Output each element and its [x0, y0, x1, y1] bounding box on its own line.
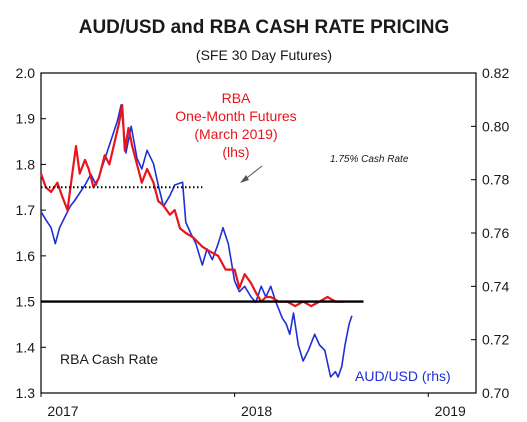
- y-right-tick-label: 0.78: [482, 172, 509, 188]
- rba-label-line-4: (lhs): [222, 144, 249, 160]
- y-left-tick-label: 1.4: [16, 339, 36, 355]
- y-left-tick-label: 2.0: [16, 65, 36, 81]
- y-right-tick-label: 0.72: [482, 332, 509, 348]
- aud-usd-line: [40, 104, 353, 378]
- rba-futures-label: RBA One-Month Futures (March 2019) (lhs): [175, 90, 296, 160]
- y-right-tick-label: 0.76: [482, 225, 509, 241]
- rba-futures-line: [39, 103, 344, 308]
- y-left-tick-label: 1.7: [16, 202, 36, 218]
- y-right-tick-label: 0.70: [482, 385, 509, 401]
- x-tick-label: 2017: [47, 403, 78, 419]
- chart-title: AUD/USD and RBA CASH RATE PRICING: [79, 17, 450, 38]
- y-left-tick-label: 1.9: [16, 111, 36, 127]
- y-left-tick-label: 1.6: [16, 248, 36, 264]
- y-left-tick-label: 1.3: [16, 385, 36, 401]
- aud-usd-label: AUD/USD (rhs): [355, 368, 451, 384]
- y-left-tick-label: 1.5: [16, 294, 36, 310]
- rba-label-line-2: One-Month Futures: [175, 108, 296, 124]
- y-right-tick-label: 0.80: [482, 118, 509, 134]
- x-tick-label: 2019: [435, 403, 466, 419]
- x-axis: 2017 2018 2019: [40, 393, 466, 419]
- y-axis-left: 1.3 1.4 1.5 1.6 1.7 1.8 1.9 2.0: [16, 65, 46, 401]
- y-right-tick-label: 0.82: [482, 65, 509, 81]
- y-axis-right: 0.70 0.72 0.74 0.76 0.78 0.80 0.82: [471, 65, 509, 401]
- y-left-tick-label: 1.8: [16, 156, 36, 172]
- series-layer: [39, 103, 364, 378]
- chart-subtitle: (SFE 30 Day Futures): [196, 47, 332, 63]
- rba-label-line-1: RBA: [222, 90, 251, 106]
- cash-rate-label: RBA Cash Rate: [60, 351, 158, 367]
- x-tick-label: 2018: [241, 403, 272, 419]
- cash-rate-175-label: 1.75% Cash Rate: [330, 154, 409, 165]
- cash-rate-175-arrowhead: [240, 175, 249, 183]
- y-right-tick-label: 0.74: [482, 278, 509, 294]
- rba-label-line-3: (March 2019): [194, 126, 277, 142]
